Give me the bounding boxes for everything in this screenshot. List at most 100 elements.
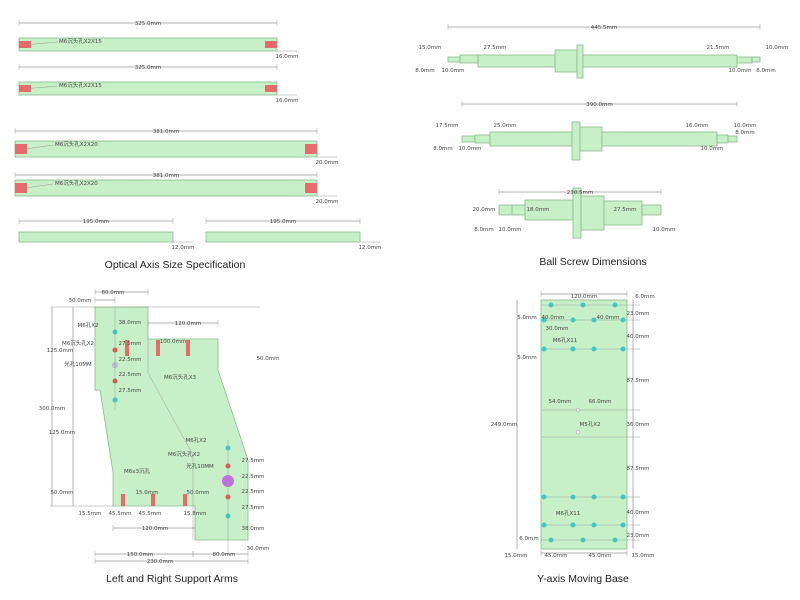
optical-axis-bar (18, 37, 278, 52)
total-length-label: 445.5mm (591, 25, 617, 31)
leader-line (28, 85, 58, 89)
screw-segment (474, 134, 491, 144)
tapped-hole-icon (570, 522, 576, 528)
dimension-label: 10.0mm (766, 45, 789, 51)
dimension-label: 38.0mm (242, 526, 265, 532)
dimension-label: 22.5mm (242, 474, 265, 480)
dimension-label: 25.0mm (494, 123, 517, 129)
dimension-label: 22.5mm (119, 357, 142, 363)
dimension-label: 30.0mm (247, 546, 270, 552)
dimension-label: 16.0mm (686, 123, 709, 129)
dimension-label: 27.5mm (119, 388, 142, 394)
dimension-label: 150.0mm (127, 552, 153, 558)
optical-axis-drawing: 325.0mm 16.0mm M6沉头孔X2X15 325.0mm 16.0mm M6沉头… (14, 20, 382, 251)
end-hole-left (15, 144, 27, 154)
end-hole-left (15, 183, 27, 193)
dimension-label: M6沉头孔X2 (62, 339, 94, 347)
dimension-label: 17.5mm (436, 123, 459, 129)
height-label: 12.0mm (359, 245, 382, 251)
dimension-label: 10.0mm (701, 146, 724, 152)
dimension-label: 22.5mm (119, 372, 142, 378)
end-hole-right (305, 144, 317, 154)
support-arms-title: Left and Right Support Arms (106, 573, 238, 585)
dimension-label: 22.5mm (242, 489, 265, 495)
end-hole-right (265, 41, 277, 48)
dimension-label: 45.5mm (109, 511, 132, 517)
dimension-label: M5孔X2 (579, 420, 600, 428)
length-label: 325.0mm (135, 21, 161, 27)
height-label: 16.0mm (276, 98, 299, 104)
dimension-label: 120.0mm (571, 294, 597, 300)
dimension-label: 100.0mm (160, 339, 186, 345)
dimension-label: 45.0mm (545, 553, 568, 559)
tapped-hole-icon (580, 302, 586, 308)
dimension-label: 50.0mm (51, 490, 74, 496)
dimension-label: 36.0mm (627, 422, 650, 428)
end-hole-left (19, 41, 31, 48)
tapped-hole-icon (570, 494, 576, 500)
dimension-label: 80.0mm (213, 552, 236, 558)
dimension-label: 27.5mm (614, 207, 637, 213)
end-hole-right (265, 85, 277, 92)
tapped-hole-icon (591, 522, 597, 528)
m5-hole-icon (575, 429, 581, 435)
screw-segment (751, 56, 761, 63)
counterbore-slot (151, 494, 155, 506)
dimension-label: M6沉头孔X3 (164, 373, 197, 381)
dimension-label: 23.0mm (627, 311, 650, 317)
dimension-label: 300.0mm (39, 406, 65, 412)
dimension-label: 23.0mm (627, 533, 650, 539)
counterbore-slot (183, 494, 187, 506)
tapped-hole-icon (548, 302, 554, 308)
screw-segment (447, 56, 461, 63)
dimension-label: 80.0mm (102, 290, 125, 296)
dimension-label: 6.0mm (635, 294, 654, 300)
dimension-label: 5.0mm (517, 355, 536, 361)
screw-segment (603, 200, 643, 226)
screw-segment (641, 204, 662, 216)
dimension-label: 21.5mm (707, 45, 730, 51)
tapped-hole-icon (591, 317, 597, 323)
screw-segment (601, 131, 718, 147)
counterbore-slot (125, 340, 129, 356)
hole-callout: M6沉头孔X2X20 (55, 140, 98, 148)
dimension-label: M6x3沉孔 (124, 467, 150, 475)
tapped-hole-icon (591, 346, 597, 352)
dimension-label: M6孔X2 (77, 321, 98, 329)
dimension-label: 6.0mm (519, 536, 538, 542)
tapped-hole-icon (620, 317, 626, 323)
screw-segment (477, 54, 556, 68)
arm-divider-line (147, 339, 194, 540)
dimension-label: 30.0mm (69, 298, 92, 304)
dimension-label: 40.0mm (627, 510, 650, 516)
dimension-label: 5.0mm (517, 315, 536, 321)
support-arm-outline (94, 306, 249, 541)
dimension-label: 54.0mm (549, 399, 572, 405)
screw-segment (576, 44, 584, 79)
height-label: 16.0mm (276, 54, 299, 60)
dimension-label: 光孔10MM (64, 360, 92, 368)
dimension-label: 66.0mm (589, 399, 612, 405)
dimension-label: 27.5mm (119, 341, 142, 347)
dimension-label: 15.0mm (632, 553, 655, 559)
tapped-hole-icon (541, 522, 547, 528)
moving-base-title: Y-axis Moving Base (537, 573, 629, 585)
dimension-label: 10.0mm (499, 227, 522, 233)
dimension-label: 27.5mm (242, 505, 265, 511)
total-length-label: 390.0mm (586, 102, 612, 108)
moving-base-plate (540, 299, 628, 550)
tapped-hole-icon (612, 302, 618, 308)
dimension-label: 10.0mm (734, 123, 757, 129)
screw-segment (727, 135, 738, 143)
tapped-hole-icon (612, 537, 618, 543)
optical-axis-bar (205, 231, 361, 243)
dimension-label: 40.0mm (627, 334, 650, 340)
screw-segment (489, 131, 573, 147)
dimension-label: 45.0mm (589, 553, 612, 559)
screw-segment (716, 134, 729, 144)
end-hole-left (19, 85, 31, 92)
dimension-label: 8.0mm (433, 146, 452, 152)
tapped-hole-icon (591, 494, 597, 500)
